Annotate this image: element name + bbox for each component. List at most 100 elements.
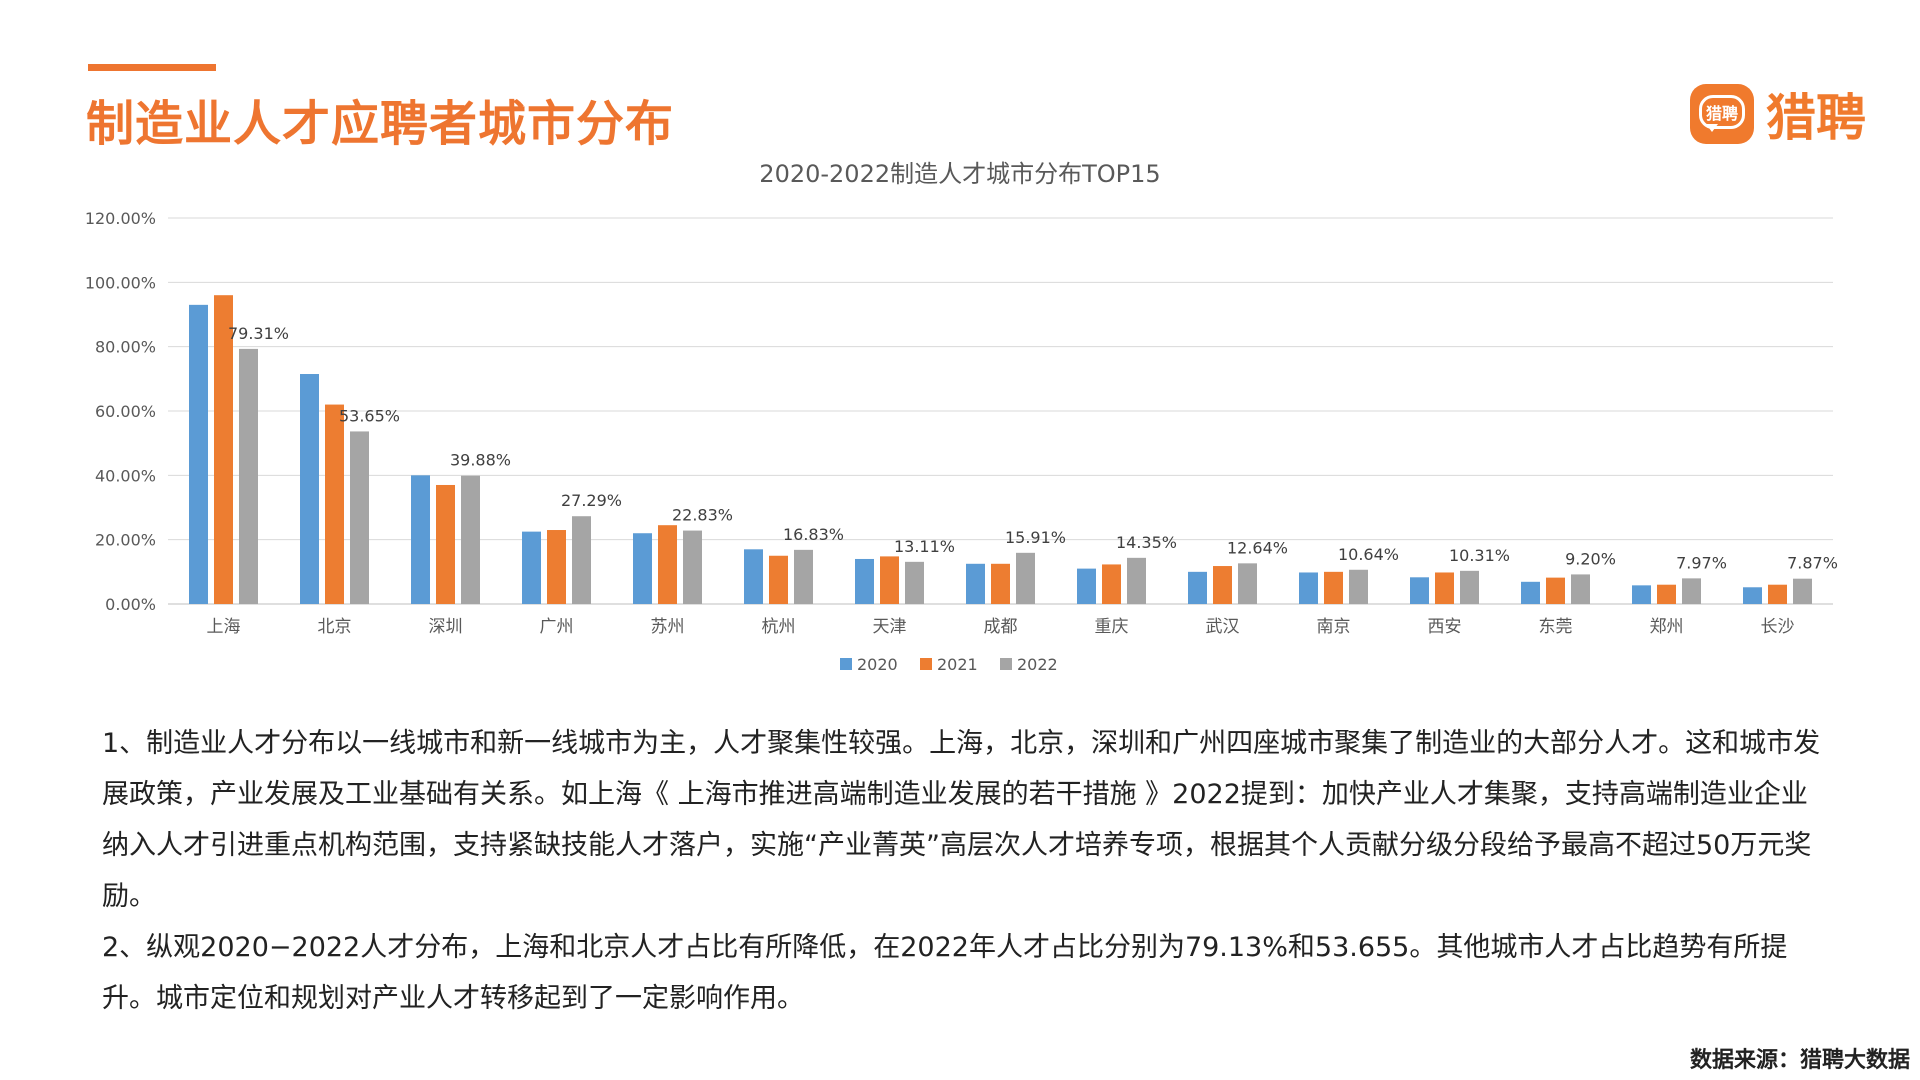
x-tick-label: 成都 xyxy=(984,617,1018,637)
chart-title: 2020-2022制造人才城市分布TOP15 xyxy=(759,160,1160,188)
legend-swatch xyxy=(1000,658,1012,670)
bar-2021 xyxy=(325,404,344,604)
bar-2021 xyxy=(1324,571,1343,604)
bar-2022 xyxy=(1127,557,1146,604)
x-tick-label: 北京 xyxy=(318,617,352,637)
bar-2020 xyxy=(1743,587,1762,604)
data-label: 10.31% xyxy=(1449,546,1510,565)
bar-2022 xyxy=(1460,570,1479,604)
y-tick-label: 40.00% xyxy=(95,466,156,485)
bar-2022 xyxy=(239,348,258,604)
legend-swatch xyxy=(840,658,852,670)
bar-2020 xyxy=(1188,571,1207,604)
x-tick-label: 天津 xyxy=(873,617,907,637)
title-accent-bar xyxy=(88,64,216,71)
bar-2020 xyxy=(855,558,874,604)
bar-2020 xyxy=(1521,581,1540,604)
bar-2021 xyxy=(1546,577,1565,604)
legend-label: 2021 xyxy=(937,655,978,674)
y-tick-label: 80.00% xyxy=(95,338,156,357)
bar-2021 xyxy=(880,556,899,604)
bar-2021 xyxy=(769,555,788,604)
data-label: 22.83% xyxy=(672,506,733,525)
data-label: 9.20% xyxy=(1565,549,1616,568)
bar-2020 xyxy=(966,563,985,604)
bar-2020 xyxy=(1632,585,1651,604)
x-tick-label: 长沙 xyxy=(1761,617,1795,637)
bar-chart: 2020-2022制造人才城市分布TOP15 0.00% 20.00% 40.00% 6… xyxy=(0,150,1920,690)
x-tick-label: 上海 xyxy=(207,617,241,637)
bar-2021 xyxy=(1435,572,1454,604)
x-tick-label: 东莞 xyxy=(1539,617,1573,637)
bar-2020 xyxy=(300,374,319,604)
source-note: 数据来源：猎聘大数据 xyxy=(1689,1048,1910,1073)
bar-2022 xyxy=(1349,569,1368,604)
bar-2022 xyxy=(572,516,591,604)
y-tick-label: 20.00% xyxy=(95,531,156,550)
data-label: 12.64% xyxy=(1227,538,1288,557)
paragraph-2: 2、纵观2020−2022人才分布，上海和北京人才占比有所降低，在2022年人才… xyxy=(102,932,1788,1014)
bar-2020 xyxy=(633,533,652,604)
x-tick-label: 武汉 xyxy=(1206,617,1240,637)
y-tick-label: 120.00% xyxy=(85,209,156,228)
legend-swatch xyxy=(920,658,932,670)
x-tick-label: 西安 xyxy=(1428,617,1462,637)
bar-2022 xyxy=(350,431,369,604)
bar-2022 xyxy=(794,549,813,604)
y-tick-label: 0.00% xyxy=(105,595,156,614)
page-title: 制造业人才应聘者城市分布 xyxy=(86,96,675,152)
bar-2021 xyxy=(991,563,1010,604)
bar-2020 xyxy=(1299,572,1318,604)
bar-2020 xyxy=(1410,577,1429,604)
bar-2022 xyxy=(1016,552,1035,604)
bar-2020 xyxy=(744,549,763,604)
body-text: 1、制造业人才分布以一线城市和新一线城市为主，人才聚集性较强。上海，北京，深圳和… xyxy=(102,718,1822,1024)
legend-label: 2022 xyxy=(1017,655,1058,674)
bar-2022 xyxy=(683,530,702,604)
bar-2021 xyxy=(658,525,677,604)
data-label: 7.87% xyxy=(1787,554,1838,573)
bar-2022 xyxy=(1571,574,1590,604)
bar-2022 xyxy=(461,475,480,604)
brand-name: 猎聘 xyxy=(1766,89,1866,147)
data-label: 10.64% xyxy=(1338,545,1399,564)
x-tick-label: 深圳 xyxy=(429,617,463,637)
bar-2021 xyxy=(1768,584,1787,604)
bar-2020 xyxy=(411,475,430,604)
paragraph-1: 1、制造业人才分布以一线城市和新一线城市为主，人才聚集性较强。上海，北京，深圳和… xyxy=(102,728,1821,912)
x-tick-label: 广州 xyxy=(540,617,574,637)
data-label: 27.29% xyxy=(561,491,622,510)
chart-svg: 2020-2022制造人才城市分布TOP15 0.00% 20.00% 40.00% 6… xyxy=(85,160,1838,674)
bar-2022 xyxy=(1238,563,1257,604)
y-tick-label: 100.00% xyxy=(85,273,156,292)
bar-2021 xyxy=(1213,566,1232,604)
bar-2020 xyxy=(1077,568,1096,604)
bar-2020 xyxy=(522,531,541,604)
data-label: 39.88% xyxy=(450,451,511,470)
bar-2021 xyxy=(1657,584,1676,604)
x-tick-label: 苏州 xyxy=(651,617,685,637)
bar-2021 xyxy=(1102,564,1121,604)
bar-2022 xyxy=(905,561,924,604)
legend-label: 2020 xyxy=(857,655,898,674)
brand-badge-text: 猎聘 xyxy=(1705,104,1738,123)
chat-bubble-icon: 猎聘 xyxy=(1690,84,1754,144)
y-tick-label: 60.00% xyxy=(95,402,156,421)
x-tick-label: 郑州 xyxy=(1650,617,1684,637)
bar-2022 xyxy=(1793,578,1812,604)
data-label: 53.65% xyxy=(339,406,400,425)
data-label: 15.91% xyxy=(1005,528,1066,547)
data-label: 79.31% xyxy=(228,324,289,343)
data-label: 7.97% xyxy=(1676,553,1727,572)
data-label: 16.83% xyxy=(783,525,844,544)
x-tick-label: 南京 xyxy=(1317,617,1351,637)
brand-logo: 猎聘 猎聘 xyxy=(1690,78,1866,150)
bar-2021 xyxy=(547,530,566,604)
bar-2022 xyxy=(1682,578,1701,604)
bar-2021 xyxy=(436,484,455,604)
x-tick-label: 杭州 xyxy=(762,617,796,637)
data-label: 14.35% xyxy=(1116,533,1177,552)
x-tick-label: 重庆 xyxy=(1095,617,1129,637)
bar-2021 xyxy=(214,295,233,604)
data-label: 13.11% xyxy=(894,537,955,556)
